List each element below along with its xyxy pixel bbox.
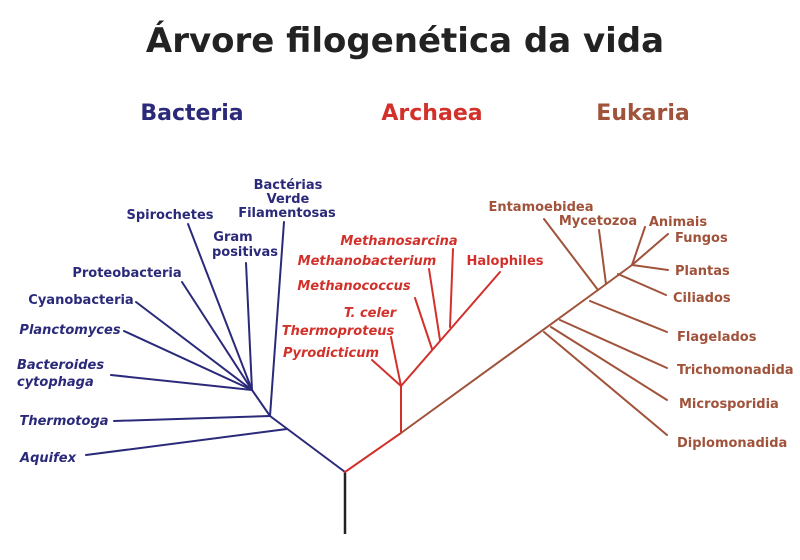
branch-neomura-stem: [344, 432, 402, 473]
branch-proteobacteria: [181, 281, 253, 391]
branch-fungos: [631, 233, 669, 266]
label-methanosarcina: Methanosarcina: [340, 234, 457, 249]
label-methanococcus: Methanococcus: [297, 279, 410, 294]
label-spirochetes: Spirochetes: [126, 208, 213, 223]
label-mycetozoa: Mycetozoa: [559, 214, 637, 229]
eukaria-branches: [400, 218, 669, 436]
label-cyanobacteria: Cyanobacteria: [28, 293, 133, 308]
domain-label-eukaria: Eukaria: [596, 101, 689, 126]
page-title: Árvore filogenética da vida: [146, 20, 664, 61]
label-plantas: Plantas: [675, 264, 730, 279]
label-halophiles: Halophiles: [466, 254, 543, 269]
branch-crown: [597, 264, 633, 291]
branch-methanobacterium: [428, 268, 441, 341]
label-animais: Animais: [649, 215, 708, 230]
label-proteobacteria: Proteobacteria: [72, 266, 181, 281]
label-bacteroides-2: cytophaga: [17, 375, 94, 390]
branch-thermotoga: [113, 415, 271, 422]
label-fungos: Fungos: [675, 231, 728, 246]
branch-trichomonadida: [559, 319, 668, 369]
label-bacteroides-1: Bacteroides: [17, 358, 104, 373]
label-gram-1: Gram: [213, 230, 252, 245]
branch-plantas: [631, 264, 669, 271]
branch-methanosarcina: [449, 248, 454, 328]
label-flagelados: Flagelados: [677, 330, 757, 345]
branch-animais: [631, 226, 646, 266]
label-diplomonadida: Diplomonadida: [677, 436, 787, 451]
branch-spirochetes: [187, 223, 253, 391]
bacteria-branches: [85, 221, 346, 473]
archaea-branches: [344, 248, 501, 473]
domain-label-bacteria: Bacteria: [140, 101, 243, 126]
bacteria-labels: Bactérias Verde Filamentosas Spirochetes…: [17, 178, 336, 466]
branch-microsporidia: [550, 326, 668, 401]
branch-cyanobacteria: [135, 301, 253, 391]
label-bacterias-verde-1: Bactérias: [254, 178, 323, 193]
eukaria-labels: Entamoebidea Mycetozoa Animais Fungos Pl…: [488, 200, 793, 451]
branch-aquifex: [85, 428, 288, 456]
branch-thermoproteus: [390, 336, 402, 387]
label-methanobacterium: Methanobacterium: [298, 254, 437, 269]
label-planctomyces: Planctomyces: [19, 323, 120, 338]
branch-methanococcus: [414, 297, 433, 350]
archaea-labels: Methanosarcina Methanobacterium Halophil…: [282, 234, 544, 361]
label-trichomonadida: Trichomonadida: [677, 363, 794, 378]
branch-bacteroides: [110, 374, 253, 391]
label-thermoproteus: Thermoproteus: [282, 324, 395, 339]
branch-diplomonadida: [543, 331, 668, 436]
branch-gram-positivas: [245, 262, 253, 391]
branch-bacterias-verde: [269, 221, 285, 417]
label-microsporidia: Microsporidia: [679, 397, 779, 412]
branch-ciliados: [617, 273, 667, 296]
label-pyrodicticum: Pyrodicticum: [283, 346, 379, 361]
branch-entamoebidea: [543, 218, 599, 291]
label-bacterias-verde-2: Verde: [267, 192, 310, 207]
label-aquifex: Aquifex: [19, 451, 77, 466]
label-t-celer: T. celer: [344, 306, 398, 321]
label-gram-2: positivas: [212, 245, 278, 260]
branch-euryarchaeota: [400, 271, 501, 387]
label-entamoebidea: Entamoebidea: [488, 200, 593, 215]
branch-eukaria-stem: [400, 289, 599, 434]
branch-bacteria-inner: [251, 389, 271, 417]
label-ciliados: Ciliados: [673, 291, 731, 306]
label-thermotoga: Thermotoga: [19, 414, 108, 429]
branch-pyrodicticum: [371, 359, 402, 387]
domain-label-archaea: Archaea: [381, 101, 482, 126]
branch-bacteria-stem: [269, 415, 346, 473]
branch-planctomyces: [123, 330, 253, 391]
branch-mycetozoa: [598, 229, 607, 285]
branch-flagelados: [589, 300, 668, 333]
label-bacterias-verde-3: Filamentosas: [238, 206, 336, 221]
